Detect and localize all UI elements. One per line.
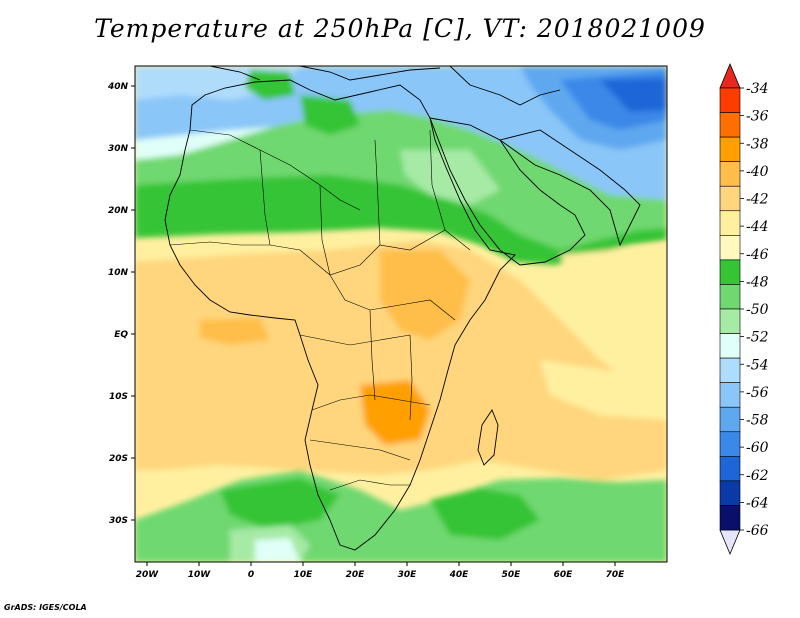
colorbar-label: -60 [746,440,769,456]
colorbar-label: -58 [746,413,769,429]
lon-label: 0 [248,570,254,580]
colorbar-label: -50 [746,302,769,318]
lon-labels: 20W 10W 0 10E 20E 30E 40E 50E 60E 70E [136,570,625,580]
lon-label: 10E [294,570,314,580]
grads-credit: GrADS: IGES/COLA [4,603,87,612]
lat-label: 30S [109,516,128,526]
colorbar: -34 -36 -38 -40 -42 -44 -46 -48 -50 -52 -54 -56 -58 -… [720,64,769,554]
colorbar-segment [720,284,740,309]
colorbar-top-arrow [720,64,740,88]
colorbar-label: -40 [746,164,769,180]
colorbar-label: -48 [746,274,769,290]
colorbar-label: -38 [746,136,769,152]
colorbar-segment [720,456,740,481]
lon-label: 60E [554,570,574,580]
temperature-field [135,66,667,562]
lat-ticks [131,86,135,520]
colorbar-label: -56 [746,385,769,401]
colorbar-segment [720,211,740,236]
colorbar-segment [720,113,740,138]
lat-label: 20N [108,206,129,216]
colorbar-label: -34 [746,81,769,97]
lon-ticks [147,562,615,566]
colorbar-segment [720,162,740,187]
colorbar-segment [720,505,740,530]
colorbar-label: -36 [746,109,769,125]
colorbar-label: -44 [746,219,769,235]
lat-label: 10S [109,392,128,402]
colorbar-segment [720,260,740,285]
lon-label: 50E [502,570,522,580]
colorbar-label: -42 [746,192,769,208]
colorbar-segment [720,481,740,506]
lon-label: 40E [449,570,470,580]
lat-label: 20S [109,454,128,464]
colorbar-label: -64 [746,495,769,511]
colorbar-label: -54 [746,357,769,373]
colorbar-segment [720,432,740,457]
lat-label: 10N [108,268,129,278]
lon-label: 20E [346,570,366,580]
colorbar-segment [720,407,740,432]
colorbar-segment [720,88,740,113]
colorbar-segment [720,383,740,408]
colorbar-segment [720,186,740,211]
lon-label: 20W [136,570,160,580]
colorbar-segment [720,309,740,334]
lat-label: 30N [108,144,129,154]
colorbar-segment [720,137,740,162]
colorbar-label: -46 [746,247,769,263]
lon-label: 70E [606,570,626,580]
lat-labels: 40N 30N 20N 10N EQ 10S 20S 30S [107,82,129,526]
colorbar-label: -62 [746,468,769,484]
colorbar-label: -52 [746,330,769,346]
colorbar-label: -66 [746,523,769,539]
colorbar-segment [720,235,740,260]
lon-label: 30E [398,570,418,580]
lon-label: 10W [188,570,212,580]
colorbar-segment [720,334,740,359]
colorbar-bottom-arrow [720,530,740,554]
lat-label: 40N [107,82,129,92]
lat-label: EQ [114,330,128,340]
colorbar-segment [720,358,740,383]
